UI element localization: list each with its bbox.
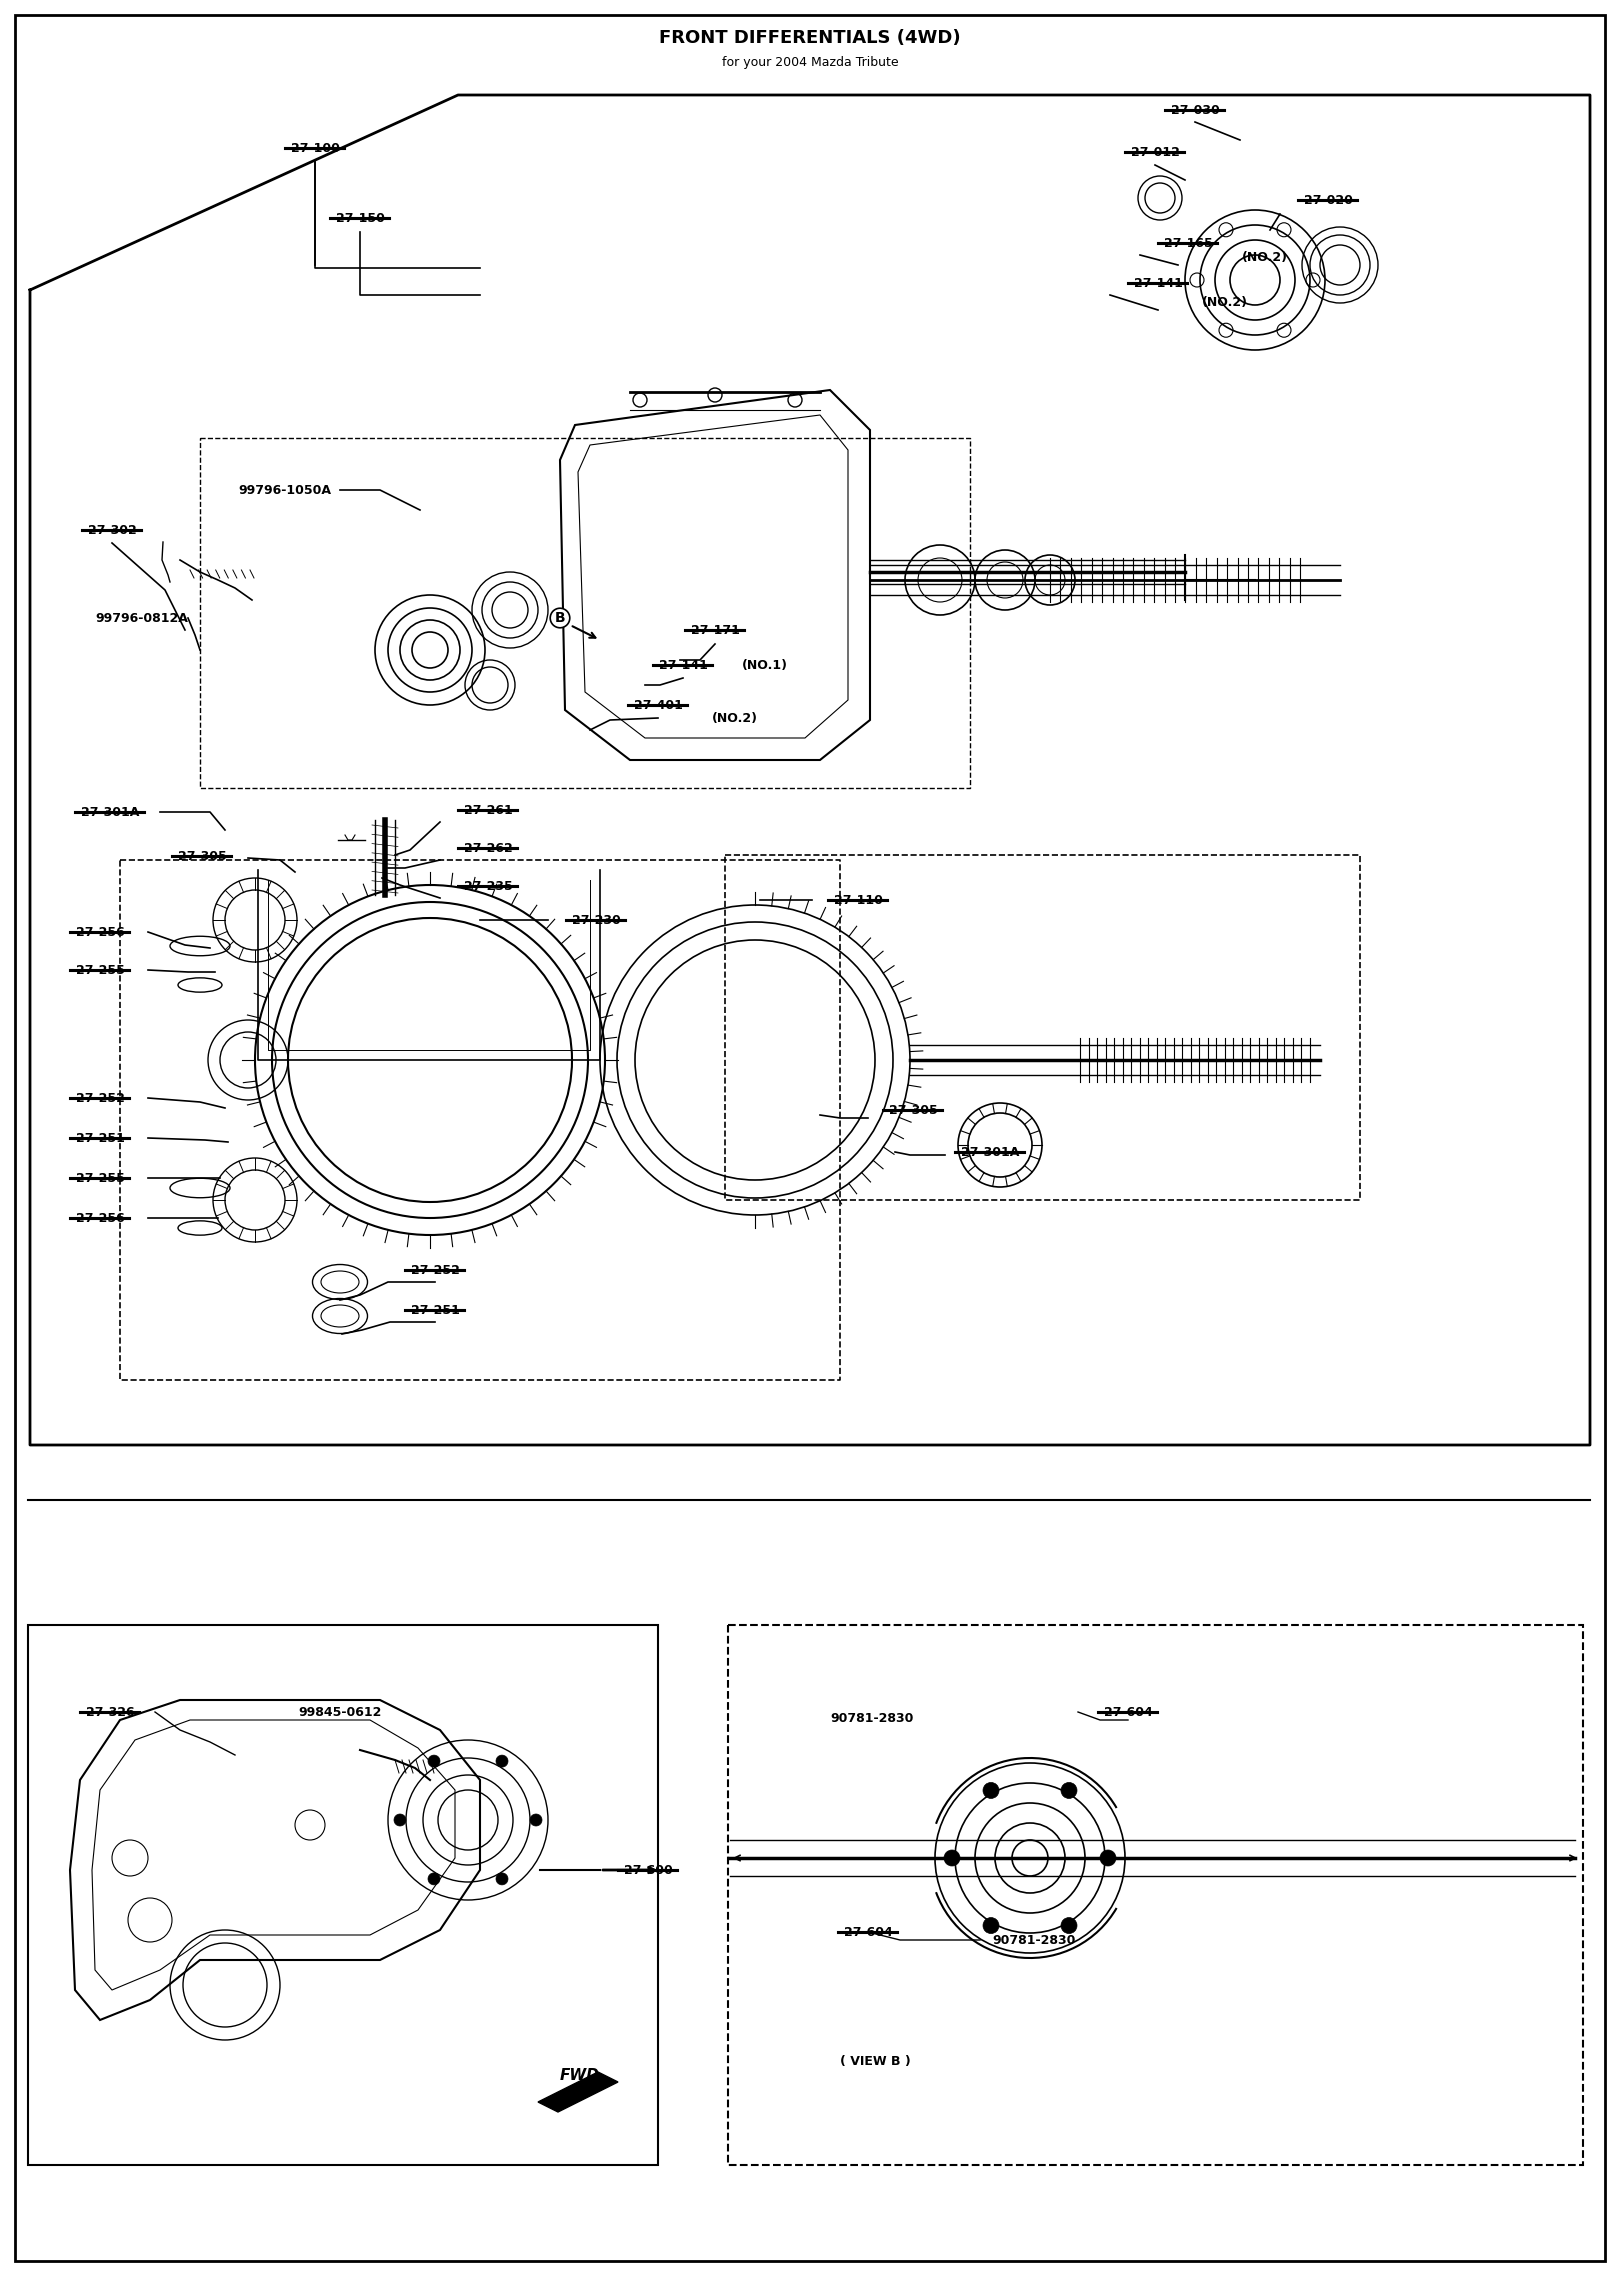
Text: 27-256: 27-256 (76, 926, 125, 938)
Text: 99845-0612: 99845-0612 (298, 1705, 381, 1718)
Text: (NO.1): (NO.1) (742, 658, 787, 671)
Text: 90781-2830: 90781-2830 (991, 1935, 1076, 1946)
Text: 27-262: 27-262 (463, 842, 512, 854)
Circle shape (530, 1814, 543, 1825)
Text: FRONT DIFFERENTIALS (4WD): FRONT DIFFERENTIALS (4WD) (659, 30, 961, 48)
Text: ( VIEW B ): ( VIEW B ) (839, 2055, 910, 2069)
Text: 27-252: 27-252 (410, 1263, 460, 1277)
Text: 27-301A: 27-301A (81, 806, 139, 819)
Text: 27-150: 27-150 (335, 212, 384, 225)
Circle shape (1100, 1850, 1116, 1866)
Circle shape (428, 1873, 441, 1885)
Text: 99796-0812A: 99796-0812A (96, 612, 188, 624)
Text: 27-302: 27-302 (87, 523, 136, 537)
Circle shape (983, 1919, 1000, 1935)
Text: 27-171: 27-171 (690, 624, 739, 637)
Text: 27-261: 27-261 (463, 803, 512, 817)
Bar (28, 1625, 658, 2164)
Polygon shape (538, 2071, 617, 2112)
Text: 27-030: 27-030 (1171, 102, 1220, 116)
Text: 27-100: 27-100 (290, 141, 340, 155)
Text: (NO.2): (NO.2) (713, 712, 758, 724)
Text: (NO.2): (NO.2) (1243, 250, 1288, 264)
Text: 27-604: 27-604 (1103, 1705, 1152, 1718)
Text: 27-230: 27-230 (572, 913, 620, 926)
Text: (NO.2): (NO.2) (1202, 296, 1247, 310)
Text: 27-110: 27-110 (834, 894, 883, 906)
Circle shape (394, 1814, 407, 1825)
Text: 27-235: 27-235 (463, 879, 512, 892)
Text: 27-600: 27-600 (624, 1864, 672, 1875)
Circle shape (496, 1873, 509, 1885)
Text: for your 2004 Mazda Tribute: for your 2004 Mazda Tribute (721, 55, 899, 68)
Text: 27-141: 27-141 (1134, 275, 1183, 289)
Text: 27-301A: 27-301A (961, 1145, 1019, 1158)
Text: FWD: FWD (561, 2067, 599, 2083)
Circle shape (944, 1850, 961, 1866)
Text: B: B (554, 610, 565, 626)
Circle shape (1061, 1919, 1077, 1935)
Text: 27-165: 27-165 (1163, 237, 1212, 250)
Text: 99796-1050A: 99796-1050A (238, 483, 330, 496)
Text: 27-255: 27-255 (76, 963, 125, 976)
Text: 27-255: 27-255 (76, 1172, 125, 1184)
Text: 27-012: 27-012 (1131, 146, 1179, 159)
Circle shape (1061, 1782, 1077, 1798)
Text: 90781-2830: 90781-2830 (829, 1712, 914, 1725)
Text: 27-251: 27-251 (76, 1131, 125, 1145)
Text: 27-305: 27-305 (178, 849, 227, 863)
Circle shape (496, 1755, 509, 1766)
Text: 27-020: 27-020 (1304, 193, 1353, 207)
Text: 27-401: 27-401 (633, 699, 682, 712)
Text: 27-256: 27-256 (76, 1211, 125, 1224)
Text: 27-326: 27-326 (86, 1705, 134, 1718)
FancyBboxPatch shape (727, 1625, 1583, 2164)
Text: 27-252: 27-252 (76, 1092, 125, 1104)
Text: 27-141: 27-141 (659, 658, 708, 671)
Circle shape (983, 1782, 1000, 1798)
Text: 27-305: 27-305 (889, 1104, 938, 1118)
Text: 27-251: 27-251 (410, 1304, 460, 1316)
Text: 27-604: 27-604 (844, 1925, 893, 1939)
Circle shape (428, 1755, 441, 1766)
